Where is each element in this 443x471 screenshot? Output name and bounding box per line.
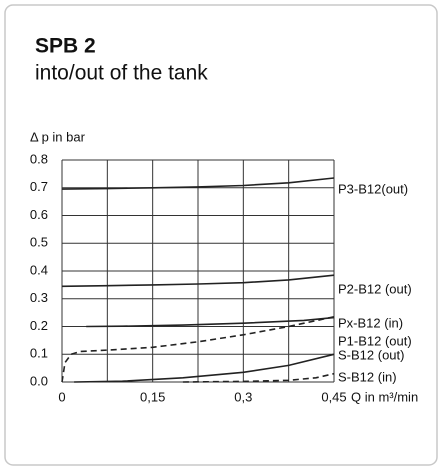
y-tick-label: 0.3 bbox=[30, 290, 48, 305]
y-tick-label: 0.4 bbox=[30, 262, 48, 277]
y-tick-label: 0.0 bbox=[30, 373, 48, 388]
series-label: P3-B12(out) bbox=[338, 181, 408, 196]
y-tick-label: 0.6 bbox=[30, 207, 48, 222]
series-line bbox=[61, 274, 335, 288]
chart-title: SPB 2 bbox=[35, 35, 96, 58]
y-tick-label: 0.5 bbox=[30, 235, 48, 250]
x-tick-label: 0,15 bbox=[140, 389, 165, 404]
x-tick-label: 0,3 bbox=[234, 389, 252, 404]
series-line bbox=[74, 353, 335, 383]
x-axis-label: Q in m³/min bbox=[351, 389, 418, 404]
x-tick-label: 0,45 bbox=[321, 389, 346, 404]
series-label: P1-B12 (out) bbox=[338, 333, 412, 348]
chart-subtitle: into/out of the tank bbox=[35, 62, 208, 85]
x-tick-label: 0 bbox=[58, 389, 65, 404]
y-tick-label: 0.8 bbox=[30, 151, 48, 166]
y-tick-label: 0.7 bbox=[30, 179, 48, 194]
series-label: S-B12 (in) bbox=[338, 369, 397, 384]
y-tick-label: 0.2 bbox=[30, 318, 48, 333]
series-label: Px-B12 (in) bbox=[338, 315, 403, 330]
series-line bbox=[61, 177, 335, 190]
series-label: P2-B12 (out) bbox=[338, 281, 412, 296]
y-tick-label: 0.1 bbox=[30, 346, 48, 361]
y-axis-label: Δ p in bar bbox=[30, 129, 86, 144]
series-line bbox=[86, 316, 335, 328]
series-label: S-B12 (out) bbox=[338, 347, 404, 362]
series-line bbox=[61, 316, 335, 383]
series-line bbox=[182, 372, 335, 383]
